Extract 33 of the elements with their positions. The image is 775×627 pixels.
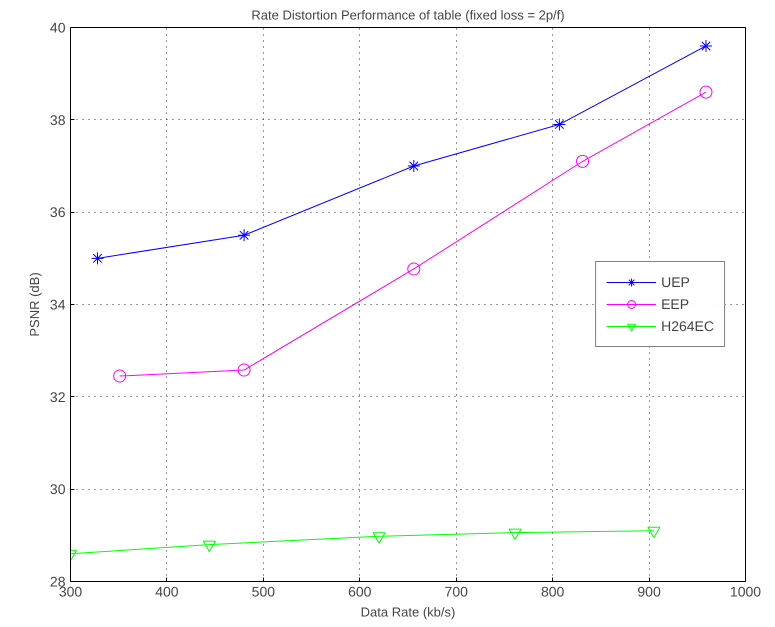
- y-tick-label: 38: [50, 112, 66, 128]
- y-tick-label: 36: [50, 204, 66, 220]
- x-axis-title: Data Rate (kb/s): [360, 604, 456, 620]
- x-tick-label: 1000: [730, 584, 762, 600]
- point: [407, 262, 420, 276]
- y-tick-label: 34: [50, 296, 66, 312]
- legend-label: H264EC: [661, 318, 714, 334]
- point: [647, 526, 660, 538]
- point: [238, 228, 251, 242]
- y-tick-label: 40: [50, 20, 66, 36]
- x-tick-label: 700: [444, 584, 468, 600]
- x-tick-label: 500: [252, 584, 276, 600]
- x-tick-label: 600: [348, 584, 372, 600]
- chart-title: Rate Distortion Performance of table (fixed loss = 2p/f): [251, 8, 565, 22]
- y-axis-title: PSNR (dB): [26, 272, 42, 337]
- point: [576, 154, 590, 168]
- x-tick-label: 800: [540, 584, 565, 600]
- x-tick-label: 400: [155, 584, 179, 600]
- point: [699, 86, 712, 99]
- x-tick-label: 900: [637, 584, 661, 600]
- legend-label: UEP: [661, 274, 690, 290]
- point: [238, 364, 251, 377]
- point: [113, 370, 126, 383]
- y-tick-label: 30: [50, 481, 66, 498]
- y-tick-label: 32: [50, 388, 66, 405]
- legend-label: EEP: [661, 296, 690, 312]
- point: [407, 160, 420, 172]
- point: [508, 528, 522, 540]
- point: [202, 540, 216, 552]
- point: [91, 252, 104, 265]
- point: [372, 532, 386, 544]
- point: [699, 39, 712, 52]
- point: [552, 118, 566, 131]
